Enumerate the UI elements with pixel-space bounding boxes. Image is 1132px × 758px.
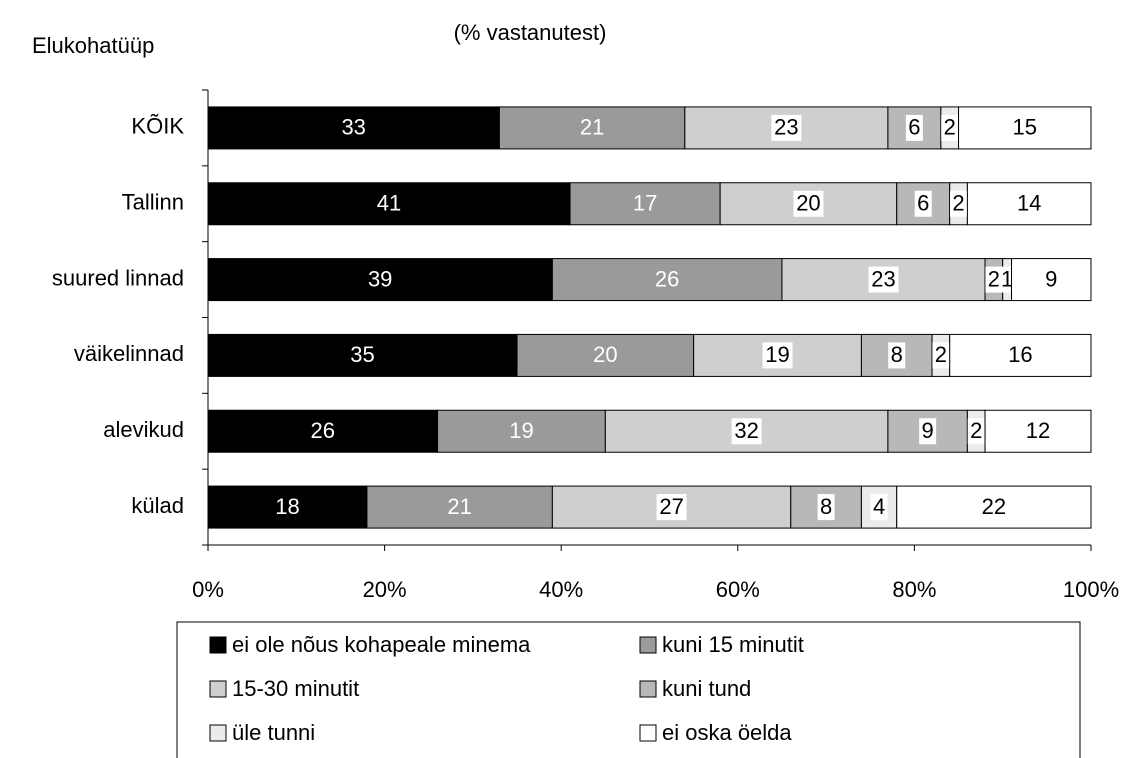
- bar-segment: [569, 182, 721, 226]
- data-label: 41: [377, 191, 401, 216]
- legend-swatch: [639, 636, 657, 654]
- label-background: [771, 114, 802, 141]
- y-tick-label: väikelinnad: [74, 341, 184, 366]
- label-background: [870, 494, 888, 521]
- legend-label: üle tunni: [232, 720, 315, 745]
- label-background: [914, 190, 932, 217]
- label-background: [762, 342, 793, 369]
- label-background: [950, 190, 968, 217]
- label-background: [731, 418, 762, 445]
- data-label: 15: [1013, 115, 1037, 140]
- bar-segment: [1011, 258, 1092, 302]
- y-tick-label: Tallinn: [122, 190, 184, 215]
- label-background: [1009, 114, 1040, 141]
- data-label: 22: [982, 494, 1006, 519]
- label-background: [1023, 418, 1054, 445]
- data-label: 23: [871, 266, 895, 291]
- label-background: [941, 114, 959, 141]
- bar-segment: [498, 106, 686, 150]
- y-tick-label: alevikud: [103, 417, 184, 442]
- legend-swatch: [209, 636, 227, 654]
- label-background: [868, 266, 899, 293]
- label-background: [919, 418, 937, 445]
- data-label: 2: [952, 191, 964, 216]
- data-label: 20: [796, 191, 820, 216]
- label-background: [1042, 266, 1060, 293]
- data-label: 33: [341, 115, 365, 140]
- x-tick-label: 40%: [539, 577, 583, 602]
- bar-segment: [207, 106, 500, 150]
- y-tick-label: külad: [131, 493, 184, 518]
- y-tick-label: suured linnad: [52, 265, 184, 290]
- legend-label: kuni 15 minutit: [662, 632, 804, 657]
- bar-segment: [896, 182, 951, 226]
- data-label: 8: [820, 494, 832, 519]
- x-tick-label: 20%: [363, 577, 407, 602]
- data-label: 9: [922, 418, 934, 443]
- data-label: 9: [1045, 266, 1057, 291]
- data-label: 20: [593, 342, 617, 367]
- legend-label: kuni tund: [662, 676, 751, 701]
- data-label: 17: [633, 191, 657, 216]
- label-background: [888, 342, 906, 369]
- label-background: [967, 418, 985, 445]
- data-label: 16: [1008, 342, 1032, 367]
- label-background: [932, 342, 950, 369]
- legend-swatch: [209, 724, 227, 742]
- y-tick-label: KÕIK: [131, 114, 184, 139]
- label-background: [817, 494, 835, 521]
- data-label: 6: [908, 115, 920, 140]
- legend-box: [176, 621, 1081, 758]
- label-background: [978, 494, 1009, 521]
- data-label: 26: [655, 266, 679, 291]
- data-label: 2: [944, 115, 956, 140]
- x-tick-label: 80%: [892, 577, 936, 602]
- label-background: [793, 190, 824, 217]
- data-label: 27: [659, 494, 683, 519]
- legend-label: ei ole nõus kohapeale minema: [232, 632, 531, 657]
- y-axis-label: Elukohatüüp: [32, 33, 154, 58]
- data-label: 21: [580, 115, 604, 140]
- data-label: 2: [970, 418, 982, 443]
- data-label: 1: [1001, 266, 1013, 291]
- legend-label: ei oska öelda: [662, 720, 792, 745]
- bar-segment: [437, 409, 606, 453]
- label-background: [1014, 190, 1045, 217]
- legend-swatch: [209, 680, 227, 698]
- data-label: 2: [988, 266, 1000, 291]
- data-label: 8: [891, 342, 903, 367]
- data-label: 6: [917, 191, 929, 216]
- data-label: 32: [734, 418, 758, 443]
- x-tick-label: 60%: [716, 577, 760, 602]
- bar-segment: [207, 409, 439, 453]
- legend-swatch: [639, 680, 657, 698]
- bar-segment: [207, 182, 571, 226]
- bar-segment: [366, 485, 553, 529]
- data-label: 39: [368, 266, 392, 291]
- data-label: 19: [509, 418, 533, 443]
- label-background: [656, 494, 687, 521]
- bar-segment: [958, 106, 1092, 150]
- legend-swatch: [639, 724, 657, 742]
- data-label: 21: [447, 494, 471, 519]
- data-label: 2: [935, 342, 947, 367]
- data-label: 4: [873, 494, 885, 519]
- data-label: 12: [1026, 418, 1050, 443]
- data-label: 14: [1017, 191, 1041, 216]
- data-label: 18: [275, 494, 299, 519]
- legend-label: 15-30 minutit: [232, 676, 359, 701]
- label-background: [1005, 342, 1036, 369]
- bar-segment: [207, 485, 368, 529]
- label-background: [985, 266, 1003, 293]
- data-label: 19: [765, 342, 789, 367]
- x-tick-label: 0%: [192, 577, 224, 602]
- chart-title: (% vastanutest): [454, 20, 607, 45]
- data-label: 23: [774, 115, 798, 140]
- x-tick-label: 100%: [1063, 577, 1119, 602]
- data-label: 35: [350, 342, 374, 367]
- label-background: [905, 114, 923, 141]
- data-label: 26: [311, 418, 335, 443]
